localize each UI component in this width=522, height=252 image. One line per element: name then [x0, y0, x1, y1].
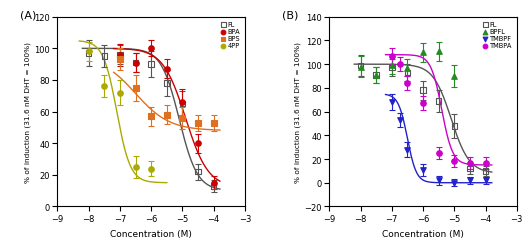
FL: [147, 63, 156, 67]
TMBPF: [434, 179, 443, 183]
TMBPA: [419, 102, 427, 106]
FL: [403, 71, 411, 75]
BPS: [194, 121, 202, 125]
TMBPA: [481, 161, 490, 165]
Y-axis label: % of induction (31.6 nM DHT = 100%): % of induction (31.6 nM DHT = 100%): [295, 42, 301, 182]
FL: [434, 100, 443, 104]
FL: [357, 64, 365, 68]
4PP: [100, 85, 109, 89]
FL: [100, 55, 109, 59]
BPS: [163, 113, 171, 117]
TMBPA: [450, 160, 458, 164]
FL: [466, 167, 474, 171]
TMBPF: [396, 118, 404, 122]
BPFL: [419, 51, 427, 55]
FL: [116, 53, 124, 57]
4PP: [147, 167, 156, 171]
TMBPF: [419, 168, 427, 172]
BPA: [163, 68, 171, 72]
4PP: [132, 165, 140, 169]
TMBPA: [434, 151, 443, 155]
BPS: [209, 121, 218, 125]
TMBPA: [388, 55, 396, 59]
Legend: FL, BPA, BPS, 4PP: FL, BPA, BPS, 4PP: [220, 21, 242, 50]
BPFL: [388, 64, 396, 68]
TMBPA: [466, 161, 474, 165]
Legend: FL, BPFL, TMBPF, TMBPA: FL, BPFL, TMBPF, TMBPA: [482, 21, 514, 50]
BPFL: [434, 50, 443, 54]
FL: [132, 61, 140, 65]
BPFL: [357, 65, 365, 69]
X-axis label: Concentration (M): Concentration (M): [110, 229, 192, 238]
BPS: [147, 115, 156, 119]
FL: [481, 169, 490, 173]
BPS: [178, 116, 186, 120]
X-axis label: Concentration (M): Concentration (M): [382, 229, 464, 238]
TMBPF: [481, 179, 490, 183]
4PP: [85, 50, 93, 54]
FL: [372, 74, 381, 78]
TMBPF: [403, 148, 411, 152]
BPA: [132, 61, 140, 65]
BPFL: [372, 74, 381, 78]
BPS: [116, 58, 124, 62]
Text: (A): (A): [20, 10, 37, 20]
BPS: [132, 86, 140, 90]
BPA: [178, 101, 186, 105]
Text: (B): (B): [282, 10, 299, 20]
FL: [450, 124, 458, 128]
FL: [388, 67, 396, 71]
FL: [419, 89, 427, 93]
TMBPF: [450, 181, 458, 185]
TMBPF: [466, 179, 474, 183]
BPFL: [403, 67, 411, 71]
FL: [209, 184, 218, 188]
TMBPF: [388, 101, 396, 105]
BPA: [194, 142, 202, 146]
FL: [85, 52, 93, 56]
TMBPA: [403, 82, 411, 86]
4PP: [116, 91, 124, 95]
FL: [194, 170, 202, 174]
BPA: [147, 47, 156, 51]
FL: [163, 82, 171, 86]
FL: [178, 102, 186, 106]
BPFL: [450, 75, 458, 79]
Y-axis label: % of induction (31.6 nM DHT = 100%): % of induction (31.6 nM DHT = 100%): [25, 42, 31, 182]
BPA: [116, 53, 124, 57]
BPA: [209, 181, 218, 185]
TMBPA: [396, 63, 404, 67]
